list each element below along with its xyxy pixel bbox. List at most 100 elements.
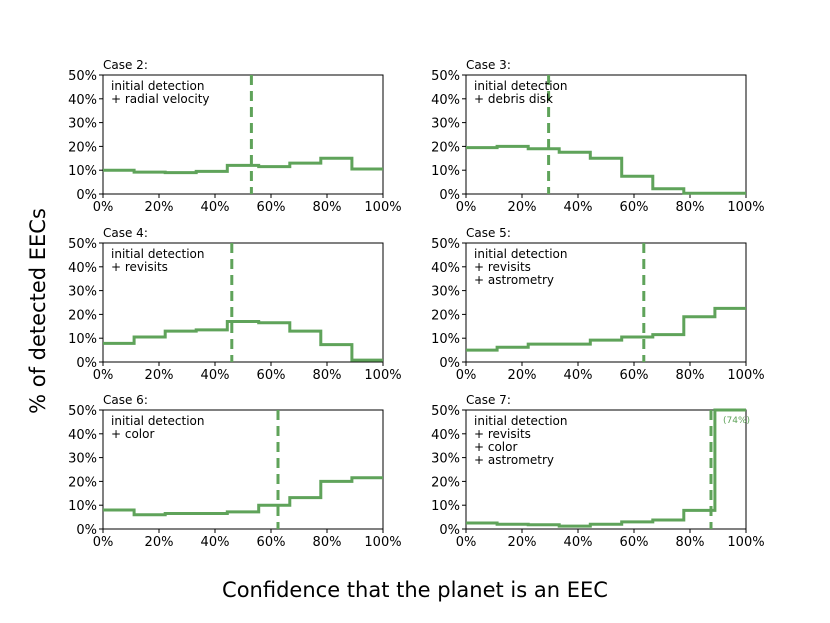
- x-axis-label: Confidence that the planet is an EEC: [222, 578, 608, 602]
- x-tick-label: 20%: [508, 535, 537, 550]
- y-tick-label: 20%: [431, 140, 460, 155]
- x-tick-label: 40%: [201, 368, 230, 383]
- axes-frame: [102, 409, 384, 530]
- y-tick-label: 50%: [431, 237, 460, 252]
- y-tick-label: 10%: [431, 332, 460, 347]
- x-tick-label: 20%: [508, 200, 537, 215]
- y-tick-label: 40%: [431, 428, 460, 443]
- x-tick-label: 40%: [564, 535, 593, 550]
- y-axis-label: % of detected EECs: [26, 208, 50, 414]
- x-tick-label: 40%: [201, 535, 230, 550]
- x-tick-label: 60%: [620, 368, 649, 383]
- x-tick-label: 100%: [364, 200, 401, 215]
- histogram-step-line: [103, 476, 383, 517]
- y-tick-label: 0%: [439, 188, 460, 203]
- y-tick-label: 30%: [431, 117, 460, 132]
- y-tick-label: 20%: [431, 475, 460, 490]
- chart-panel-2: Case 3: 0% 10% 20% 30% 40% 50% 0% 20% 40% 60% 80% 10…: [431, 58, 764, 215]
- x-tick-label: 0%: [456, 200, 477, 215]
- x-tick-label: 80%: [313, 535, 342, 550]
- x-tick-label: 0%: [456, 535, 477, 550]
- y-tick-label: 0%: [76, 523, 97, 538]
- y-tick-label: 30%: [68, 285, 97, 300]
- histogram-step-line: [466, 408, 746, 528]
- y-tick-label: 50%: [68, 404, 97, 419]
- x-tick-label: 40%: [201, 200, 230, 215]
- annotation-line: + debris disk: [474, 92, 553, 106]
- annotation-line: initial detection: [111, 79, 205, 93]
- y-tick-label: 10%: [431, 499, 460, 514]
- axes-frame: [465, 409, 747, 530]
- annotation-line: initial detection: [474, 247, 568, 261]
- annotation-line: + revisits: [474, 260, 531, 274]
- y-tick-label: 10%: [68, 332, 97, 347]
- x-tick-label: 80%: [313, 200, 342, 215]
- annotation-line: + revisits: [111, 260, 168, 274]
- y-tick-label: 20%: [68, 308, 97, 323]
- x-tick-label: 20%: [145, 200, 174, 215]
- x-tick-label: 0%: [93, 200, 114, 215]
- panel-title: Case 6:: [103, 393, 148, 407]
- annotation-line: + revisits: [474, 427, 531, 441]
- x-tick-label: 80%: [676, 368, 705, 383]
- y-tick-label: 30%: [431, 452, 460, 467]
- y-tick-label: 30%: [68, 117, 97, 132]
- x-tick-label: 60%: [257, 535, 286, 550]
- annotation-line: + astrometry: [474, 273, 554, 287]
- panel-title: Case 2:: [103, 58, 148, 72]
- y-tick-label: 10%: [431, 164, 460, 179]
- x-tick-label: 0%: [93, 535, 114, 550]
- y-tick-label: 50%: [431, 69, 460, 84]
- histogram-step-line: [103, 320, 383, 362]
- x-tick-label: 20%: [145, 535, 174, 550]
- panel-title: Case 7:: [466, 393, 511, 407]
- y-tick-label: 40%: [68, 428, 97, 443]
- x-tick-label: 100%: [364, 368, 401, 383]
- chart-panel-1: Case 2: 0% 10% 20% 30% 40% 50% 0% 20% 40% 60% 80% 10…: [68, 58, 401, 215]
- x-tick-label: 20%: [508, 368, 537, 383]
- x-tick-label: 80%: [313, 368, 342, 383]
- y-tick-label: 20%: [68, 475, 97, 490]
- y-tick-label: 10%: [68, 164, 97, 179]
- annotation-line: initial detection: [111, 247, 205, 261]
- y-tick-label: 0%: [76, 188, 97, 203]
- axes-frame: [465, 242, 747, 363]
- y-tick-label: 20%: [68, 140, 97, 155]
- y-tick-label: 20%: [431, 308, 460, 323]
- x-tick-label: 100%: [727, 368, 764, 383]
- annotation-line: initial detection: [474, 79, 568, 93]
- annotation-line: initial detection: [111, 414, 205, 428]
- x-tick-label: 60%: [620, 200, 649, 215]
- x-tick-label: 80%: [676, 200, 705, 215]
- x-tick-label: 40%: [564, 368, 593, 383]
- x-tick-label: 100%: [364, 535, 401, 550]
- y-tick-label: 10%: [68, 499, 97, 514]
- panel-title: Case 3:: [466, 58, 511, 72]
- y-tick-label: 40%: [68, 93, 97, 108]
- x-tick-label: 0%: [93, 368, 114, 383]
- y-tick-label: 50%: [68, 69, 97, 84]
- x-tick-label: 60%: [257, 368, 286, 383]
- histogram-step-line: [103, 156, 383, 175]
- chart-panel-6: Case 7: 0% 10% 20% 30% 40% 50% 0% 20% 40% 60% 80% 10…: [431, 393, 764, 550]
- y-tick-label: 30%: [68, 452, 97, 467]
- panel-title: Case 4:: [103, 226, 148, 240]
- y-tick-label: 50%: [431, 404, 460, 419]
- x-tick-label: 20%: [145, 368, 174, 383]
- x-tick-label: 80%: [676, 535, 705, 550]
- offscale-value-label: (74%): [723, 416, 750, 426]
- y-tick-label: 40%: [68, 261, 97, 276]
- annotation-line: + radial velocity: [111, 92, 210, 106]
- chart-panel-3: Case 4: 0% 10% 20% 30% 40% 50% 0% 20% 40% 60% 80% 10…: [68, 226, 401, 383]
- x-tick-label: 100%: [727, 535, 764, 550]
- x-tick-label: 60%: [257, 200, 286, 215]
- annotation-line: + astrometry: [474, 453, 554, 467]
- axes-frame: [102, 242, 384, 363]
- y-tick-label: 40%: [431, 93, 460, 108]
- chart-panel-5: Case 6: 0% 10% 20% 30% 40% 50% 0% 20% 40% 60% 80% 10…: [68, 393, 401, 550]
- panel-title: Case 5:: [466, 226, 511, 240]
- y-tick-label: 0%: [76, 356, 97, 371]
- x-tick-label: 60%: [620, 535, 649, 550]
- y-tick-label: 30%: [431, 285, 460, 300]
